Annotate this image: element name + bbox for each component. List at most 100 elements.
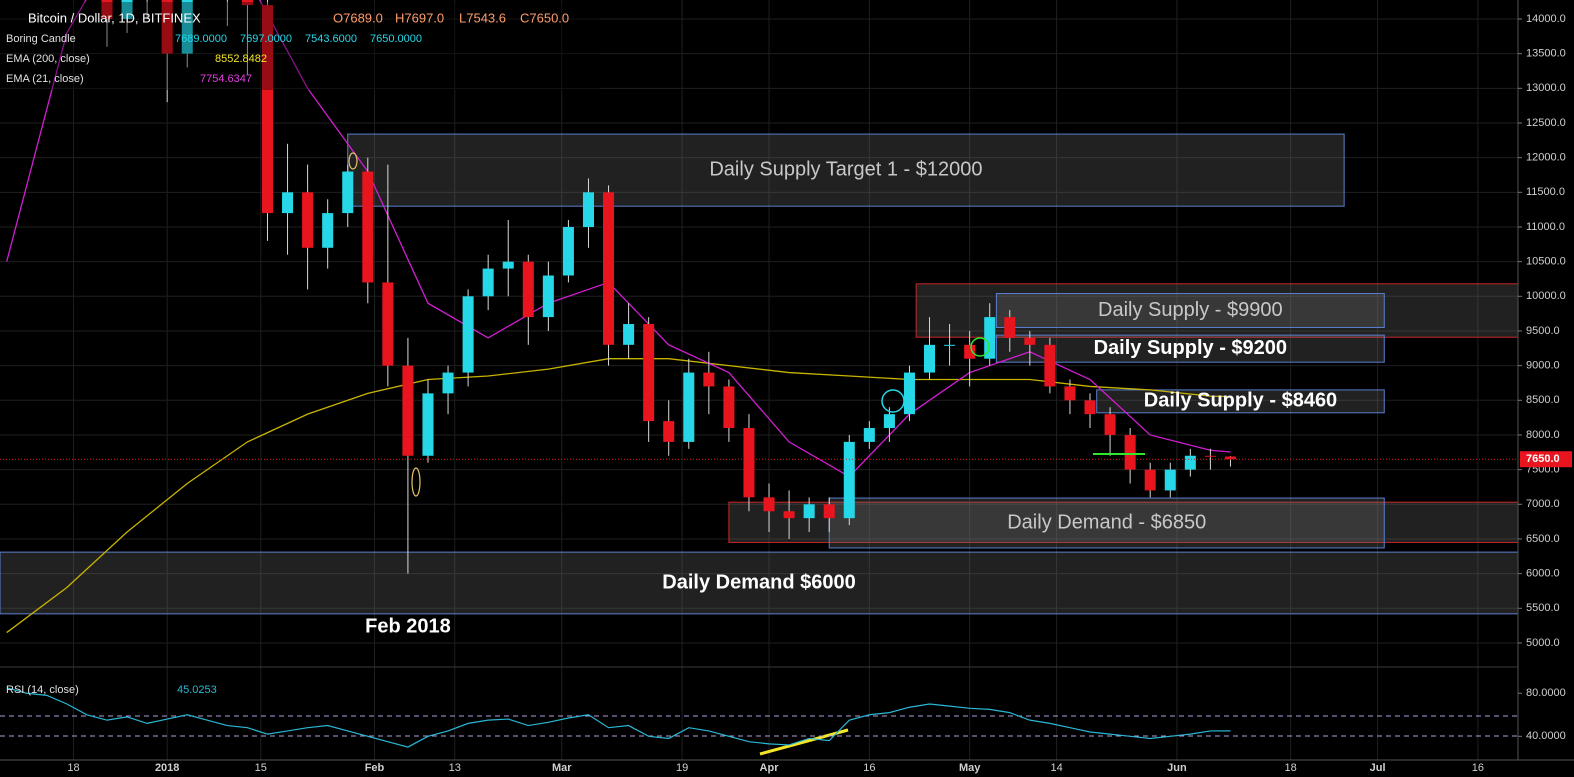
x-tick-label: Mar	[552, 762, 572, 774]
candle-body	[1164, 469, 1176, 491]
x-tick-label: Apr	[760, 762, 780, 774]
candle-body	[101, 0, 113, 19]
indicator-name[interactable]: EMA (200, close)	[6, 53, 90, 65]
y-tick-label: 9500.0	[1526, 325, 1560, 337]
y-tick-label: 12500.0	[1526, 117, 1566, 129]
candle-body	[1004, 317, 1016, 338]
x-tick-label: 14	[1050, 762, 1062, 774]
zone	[995, 293, 1385, 329]
candle-body	[502, 261, 514, 269]
indicator-name[interactable]: RSI (14, close)	[6, 684, 79, 696]
y-tick-label: 11500.0	[1526, 186, 1565, 198]
y-tick-label: 7000.0	[1526, 498, 1560, 510]
x-tick-label: 16	[1472, 762, 1484, 774]
x-tick-label: 18	[1285, 762, 1297, 774]
candle-body	[562, 226, 574, 276]
candle-body	[743, 428, 755, 498]
header-backdrop	[0, 2, 600, 90]
indicator-value: 45.0253	[177, 684, 217, 696]
candle-body	[181, 0, 193, 54]
candle-body	[763, 497, 775, 512]
y-tick-label: 10500.0	[1526, 256, 1566, 268]
x-tick-label: May	[959, 762, 981, 774]
candle-body	[302, 192, 314, 248]
candle-body	[241, 0, 253, 6]
candle-body	[322, 213, 334, 248]
candle-body	[843, 441, 855, 519]
y-tick-label: 13000.0	[1526, 82, 1566, 94]
drawing-ellipse	[348, 152, 358, 170]
candle-body	[1184, 455, 1196, 470]
ohlc-label: O7689.0	[333, 10, 383, 25]
y-tick-label: 10000.0	[1526, 290, 1566, 302]
candle-body	[462, 296, 474, 373]
zone-label: Daily Supply - $8460	[1144, 390, 1337, 412]
last-price-label: 7650.0	[1526, 453, 1560, 465]
candle-body	[1064, 386, 1076, 401]
candle-body	[342, 171, 354, 214]
candle-body	[1144, 469, 1156, 491]
zone	[347, 133, 1345, 207]
drawing-circle	[970, 337, 990, 357]
ema-line	[6, 358, 1231, 634]
symbol-title[interactable]: Bitcoin / Dollar, 1D, BITFINEX	[28, 10, 201, 25]
candle-body	[482, 268, 494, 297]
y-tick-label: 5000.0	[1526, 637, 1560, 649]
axes: 18 2018 15 Feb 13 Mar 19 Apr 16 May 14 Jun 18 Jul 16 50…	[67, 13, 1572, 774]
candle-body	[402, 365, 414, 456]
candle-body	[803, 504, 815, 519]
candle-body	[1024, 337, 1036, 345]
candle-body	[883, 414, 895, 429]
candle-body	[623, 324, 635, 345]
candle-body	[1204, 455, 1216, 457]
candle-body	[783, 511, 795, 519]
indicator-name[interactable]: Boring Candle	[6, 33, 76, 45]
x-tick-label: Feb	[365, 762, 385, 774]
y-tick-label: 6000.0	[1526, 568, 1560, 580]
header: Bitcoin / Dollar, 1D, BITFINEX O7689.0 H…	[0, 2, 600, 696]
zone-box	[915, 283, 1518, 338]
zone-label: Daily Supply - $9200	[1094, 337, 1287, 359]
indicator-lines	[6, 0, 1231, 634]
x-tick-label: 15	[255, 762, 267, 774]
indicator-value: 7754.6347	[200, 73, 252, 85]
last-price-box	[1520, 451, 1572, 468]
candle-body	[924, 344, 936, 373]
ema-line	[6, 0, 1231, 478]
drawing-line	[759, 728, 849, 756]
candle-body	[703, 372, 715, 387]
x-tick-label: 19	[676, 762, 688, 774]
indicator-value: 7543.6000	[305, 33, 357, 45]
candle-body	[944, 344, 956, 346]
y-tick-label: 5500.0	[1526, 602, 1560, 614]
zone-label: Daily Supply Target 1 - $12000	[709, 158, 982, 180]
indicator-name[interactable]: EMA (21, close)	[6, 73, 84, 85]
zone-label: Daily Demand - $6850	[1007, 511, 1206, 533]
candle-body	[422, 393, 434, 456]
candle-body	[282, 192, 294, 214]
rsi-pane	[6, 687, 1231, 748]
candle-body	[442, 372, 454, 394]
ohlc-label: L7543.6	[459, 10, 506, 25]
candle-body	[603, 192, 615, 345]
zone	[0, 551, 1518, 615]
x-tick-label: 18	[67, 762, 79, 774]
candle-body	[903, 372, 915, 415]
x-tick-label: 16	[863, 762, 875, 774]
candle-body	[863, 428, 875, 442]
indicator-value: 7650.0000	[370, 33, 422, 45]
x-tick-label: 13	[449, 762, 461, 774]
zone	[828, 497, 1385, 549]
candle-body	[823, 504, 835, 519]
candles	[101, 0, 1236, 574]
candle-body	[723, 386, 735, 429]
drawing-ellipse	[411, 467, 421, 497]
zone	[1096, 389, 1385, 414]
x-tick-label: 2018	[155, 762, 179, 774]
candle-body	[382, 282, 394, 366]
ohlc-label: C7650.0	[520, 10, 569, 25]
candle-body	[984, 317, 996, 359]
y-tick-label: 9000.0	[1526, 360, 1560, 372]
